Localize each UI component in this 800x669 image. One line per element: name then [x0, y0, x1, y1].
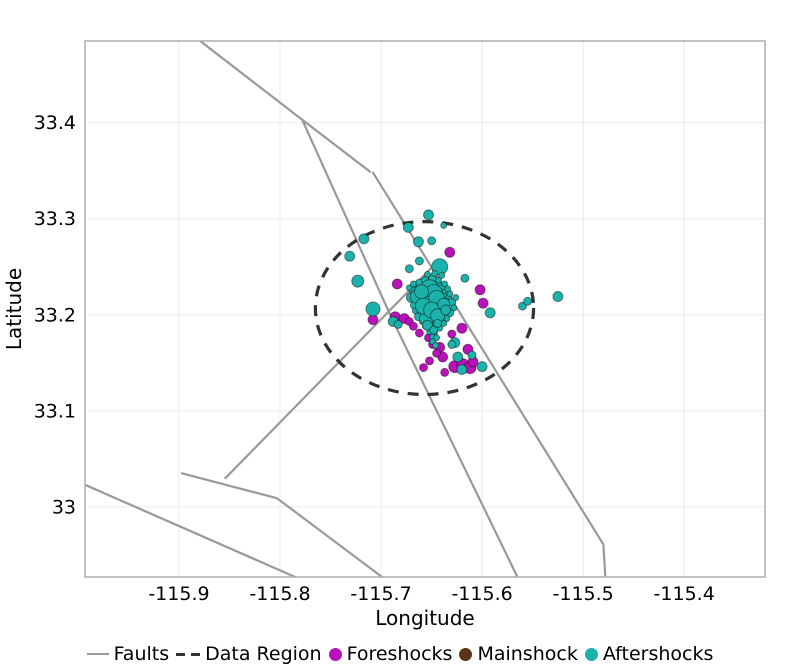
aftershock-point	[440, 304, 452, 316]
y-tick-label: 33.4	[34, 112, 76, 134]
aftershock-point	[450, 304, 458, 312]
foreshock-point	[432, 348, 442, 358]
x-tick-label: -115.8	[249, 583, 310, 605]
aftershock-point	[431, 270, 439, 277]
foreshock-point	[456, 322, 468, 334]
x-tick-label: -115.9	[148, 583, 209, 605]
aftershock-point	[414, 256, 424, 266]
foreshock-point	[425, 356, 434, 366]
legend-item-faults: Faults	[86, 643, 170, 665]
aftershock-point	[365, 301, 381, 317]
aftershock-point	[523, 296, 533, 306]
legend-item-mainshock: Mainshock	[459, 643, 578, 665]
aftershock-point	[452, 351, 464, 363]
aftershock-point	[444, 285, 452, 293]
aftershock-point	[518, 301, 527, 311]
aftershock-point	[344, 250, 356, 262]
foreshock-point	[440, 367, 450, 377]
data-region-ellipse	[313, 219, 536, 397]
aftershock-point	[405, 284, 413, 292]
aftershock-point	[484, 307, 496, 319]
foreshock-point	[391, 278, 403, 290]
aftershock-point	[402, 221, 414, 233]
foreshock-point	[477, 297, 489, 309]
aftershock-point	[432, 342, 440, 349]
legend-label: Data Region	[205, 643, 322, 665]
foreshock-point	[447, 329, 457, 339]
x-axis-title: Longitude	[375, 606, 475, 630]
y-tick-label: 33.1	[34, 400, 76, 422]
aftershock-point	[467, 350, 477, 360]
foreshock-point	[444, 246, 456, 258]
faults-marker-icon	[86, 653, 109, 655]
plot-content	[85, 41, 607, 577]
series-aftershocks	[344, 209, 564, 375]
aftershock-point	[393, 319, 403, 329]
legend-label: Faults	[113, 643, 170, 665]
aftershock-point	[452, 294, 460, 301]
aftershock-point	[447, 340, 457, 349]
aftershock-point	[412, 236, 424, 248]
fault-line	[224, 266, 433, 480]
aftershock-point	[409, 280, 417, 288]
y-axis-title: Latitude	[2, 267, 26, 351]
legend: Faults Data Region Foreshocks Mainshock Afte…	[0, 643, 800, 665]
foreshock-point	[414, 328, 424, 338]
y-tick-label: 33	[52, 496, 76, 518]
aftershocks-marker-icon	[584, 647, 598, 661]
aftershock-point	[552, 291, 564, 302]
legend-label: Aftershocks	[602, 643, 714, 665]
foreshock-point	[408, 321, 418, 331]
aftershock-point	[424, 270, 431, 278]
legend-item-aftershocks: Aftershocks	[584, 643, 714, 665]
aftershock-point	[351, 274, 365, 288]
aftershock-point	[414, 284, 429, 300]
fault-line	[180, 472, 384, 577]
foreshocks-marker-icon	[328, 647, 342, 661]
x-tick-label: -115.4	[654, 583, 715, 605]
aftershock-point	[423, 209, 434, 221]
legend-item-foreshocks: Foreshocks	[328, 643, 453, 665]
data-region-marker-icon	[176, 652, 201, 656]
aftershock-point	[422, 319, 433, 331]
mainshock-marker-icon	[459, 647, 473, 661]
aftershock-point	[358, 233, 370, 245]
plot-frame	[84, 40, 766, 578]
foreshock-point	[474, 284, 486, 296]
aftershock-point	[435, 276, 443, 284]
aftershock-point	[460, 273, 470, 283]
fault-line	[301, 118, 372, 173]
y-tick-label: 33.2	[34, 304, 76, 326]
aftershock-point	[429, 325, 439, 335]
aftershock-point	[456, 364, 468, 375]
legend-item-data-region: Data Region	[176, 643, 322, 665]
x-tick-label: -115.6	[451, 583, 512, 605]
legend-label: Mainshock	[477, 643, 578, 665]
aftershock-point	[427, 236, 437, 246]
aftershock-point	[476, 361, 488, 373]
aftershock-point	[433, 334, 441, 342]
foreshock-point	[419, 363, 428, 373]
aftershock-point	[433, 318, 443, 328]
x-tick-label: -115.7	[350, 583, 411, 605]
y-tick-label: 33.3	[34, 208, 76, 230]
fault-line	[199, 41, 519, 577]
x-tick-label: -115.5	[553, 583, 614, 605]
legend-label: Foreshocks	[346, 643, 453, 665]
aftershock-point	[440, 221, 448, 229]
aftershock-point	[404, 264, 414, 274]
aftershock-point	[441, 280, 449, 288]
aftershock-point	[438, 271, 446, 279]
fault-line	[85, 483, 297, 577]
